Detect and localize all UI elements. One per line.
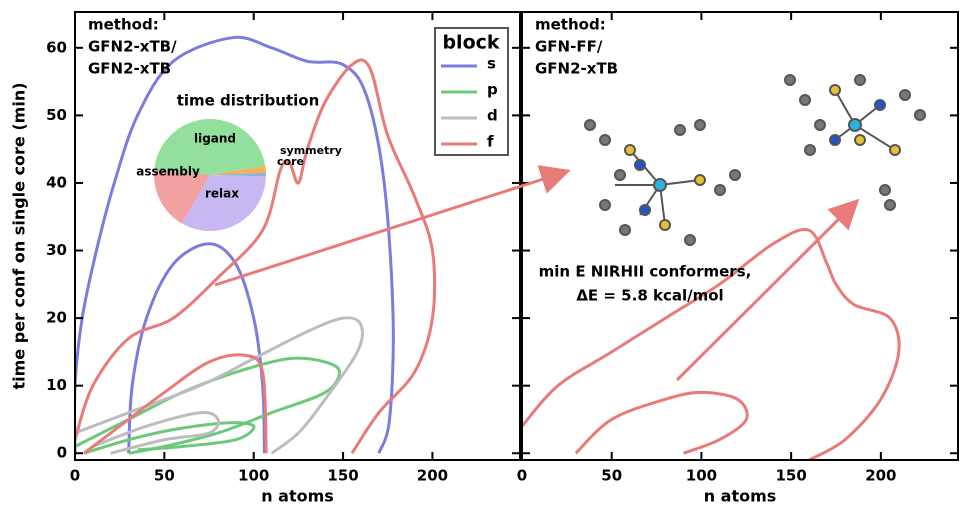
method-label: GFN2-xTB <box>535 60 618 78</box>
legend-title: block <box>442 32 499 54</box>
molecule-right <box>785 75 925 210</box>
x-tick-label: 200 <box>417 467 448 485</box>
method-label: GFN-FF/ <box>535 38 603 56</box>
legend-label: f <box>487 133 494 151</box>
pie-label: ligand <box>194 132 236 146</box>
x-tick-label: 0 <box>517 467 527 485</box>
pie-title: time distribution <box>177 92 320 110</box>
y-tick-label: 50 <box>46 106 67 124</box>
x-tick-label: 200 <box>865 467 896 485</box>
x-tick-label: 0 <box>70 467 80 485</box>
method-label: method: <box>88 16 159 34</box>
contour-line <box>576 392 747 453</box>
annotation: min E NIRHII conformers, <box>539 263 752 281</box>
y-axis-label: time per conf on single core (min) <box>10 82 29 389</box>
contour-line <box>75 60 435 453</box>
y-tick-label: 60 <box>46 38 67 56</box>
legend-label: p <box>487 81 498 99</box>
x-tick-label: 50 <box>154 467 175 485</box>
legend-label: s <box>487 55 496 73</box>
pie-label: relax <box>205 187 239 201</box>
x-tick-label: 150 <box>775 467 806 485</box>
x-tick-label: 100 <box>238 467 269 485</box>
x-axis-label: n atoms <box>261 487 334 506</box>
annotation: ΔE = 5.8 kcal/mol <box>576 287 723 305</box>
y-tick-label: 10 <box>46 376 67 394</box>
y-tick-label: 30 <box>46 241 67 259</box>
molecule-left <box>585 120 740 245</box>
pie-label: assembly <box>136 165 200 179</box>
x-tick-label: 100 <box>686 467 717 485</box>
x-tick-label: 150 <box>327 467 358 485</box>
method-label: GFN2-xTB <box>88 60 171 78</box>
legend-label: d <box>487 107 498 125</box>
method-label: method: <box>535 16 606 34</box>
y-tick-label: 40 <box>46 173 67 191</box>
y-tick-label: 20 <box>46 309 67 327</box>
pie-label: core <box>277 155 304 168</box>
figure: 0 50 100 150 200 0 10 20 30 40 50 60 n atoms time per… <box>0 0 961 507</box>
y-tick-label: 0 <box>57 444 67 462</box>
x-axis-label: n atoms <box>704 487 777 506</box>
x-tick-label: 50 <box>601 467 622 485</box>
plot-frame <box>522 12 958 460</box>
method-label: GFN2-xTB/ <box>88 38 177 56</box>
